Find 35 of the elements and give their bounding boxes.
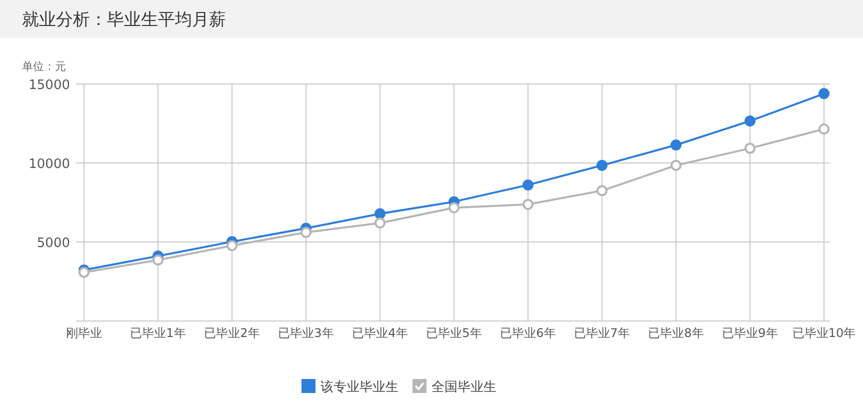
point: [152, 254, 164, 266]
point: [818, 88, 830, 100]
point: [374, 208, 386, 220]
y-axis-title: 单位：元: [22, 60, 66, 73]
point: [596, 185, 608, 196]
point: [744, 115, 756, 126]
x-tick-label: 已毕业7年: [574, 326, 630, 340]
point: [596, 160, 608, 171]
x-tick-label: 已毕业5年: [426, 326, 482, 340]
y-tick-label: 5000: [36, 236, 70, 251]
legend-label: 该专业毕业生: [320, 379, 398, 395]
legend-label: 全国毕业生: [432, 380, 496, 395]
point: [78, 266, 90, 278]
point: [300, 226, 312, 238]
chart-title: 就业分析：毕业生平均月薪: [22, 10, 226, 30]
point: [374, 218, 386, 229]
y-tick-label: 10000: [28, 157, 70, 172]
x-tick-label: 已毕业6年: [500, 326, 556, 340]
x-tick-label: 已毕业10年: [792, 326, 856, 340]
point: [226, 240, 238, 252]
x-tick-label: 已毕业9年: [722, 326, 778, 340]
point: [522, 198, 534, 210]
x-tick-label: 已毕业3年: [278, 326, 334, 340]
point: [670, 160, 682, 171]
y-tick-label: 15000: [28, 78, 70, 93]
x-tick-label: 已毕业4年: [352, 326, 408, 340]
point: [744, 142, 756, 154]
x-tick-label: 已毕业2年: [204, 326, 260, 340]
x-tick-label: 刚毕业: [66, 326, 102, 340]
point: [818, 124, 830, 135]
x-tick-label: 已毕业8年: [648, 326, 704, 340]
point: [522, 179, 534, 190]
point: [448, 202, 460, 214]
point: [670, 139, 682, 150]
x-tick-label: 已毕业1年: [130, 326, 186, 340]
